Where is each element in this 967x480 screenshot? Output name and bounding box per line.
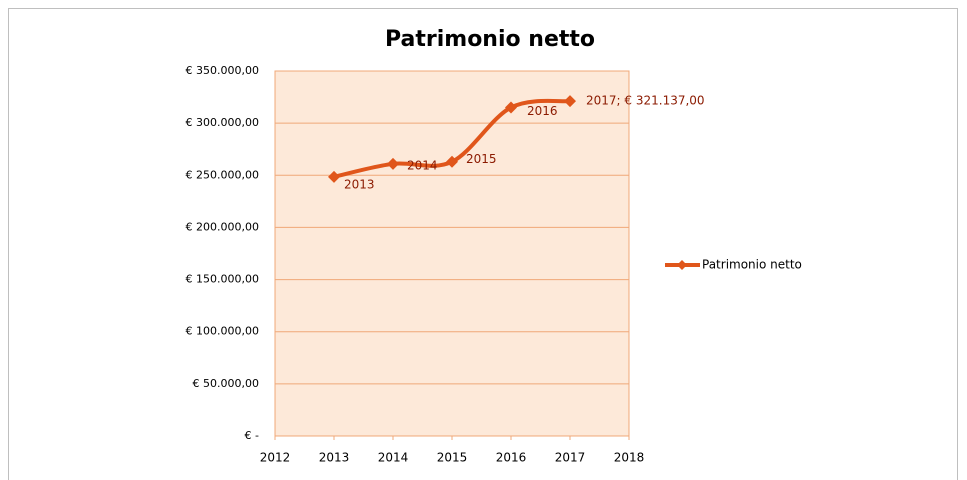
data-label: 2016: [527, 104, 558, 118]
point-marker: [328, 170, 340, 183]
point-marker: [505, 101, 517, 114]
data-label: 2014: [407, 158, 438, 172]
x-tick-label: 2014: [378, 451, 409, 465]
y-tick-label: € -: [245, 429, 259, 442]
y-tick-label: € 300.000,00: [186, 116, 259, 129]
y-tick-label: € 250.000,00: [186, 168, 259, 181]
x-tick-label: 2013: [319, 451, 350, 465]
plot-area: [274, 70, 630, 437]
y-tick-label: € 50.000,00: [193, 377, 259, 390]
legend-label: Patrimonio netto: [702, 258, 802, 272]
x-tick-label: 2015: [437, 451, 468, 465]
y-tick-label: € 100.000,00: [186, 325, 259, 338]
point-marker: [564, 95, 576, 108]
point-marker: [446, 155, 458, 168]
point-marker: [387, 157, 399, 170]
x-tick-label: 2016: [496, 451, 527, 465]
legend-marker: [677, 260, 687, 270]
y-tick-label: € 150.000,00: [186, 273, 259, 286]
data-label: 2015: [466, 152, 497, 166]
chart-title: Patrimonio netto: [385, 27, 595, 52]
x-tick-label: 2017: [555, 451, 586, 465]
data-label: 2013: [344, 177, 375, 191]
data-label: 2017; € 321.137,00: [586, 94, 705, 108]
x-tick-label: 2012: [260, 451, 291, 465]
x-tick-label: 2018: [614, 451, 645, 465]
y-tick-label: € 200.000,00: [186, 220, 259, 233]
y-tick-label: € 350.000,00: [186, 64, 259, 77]
